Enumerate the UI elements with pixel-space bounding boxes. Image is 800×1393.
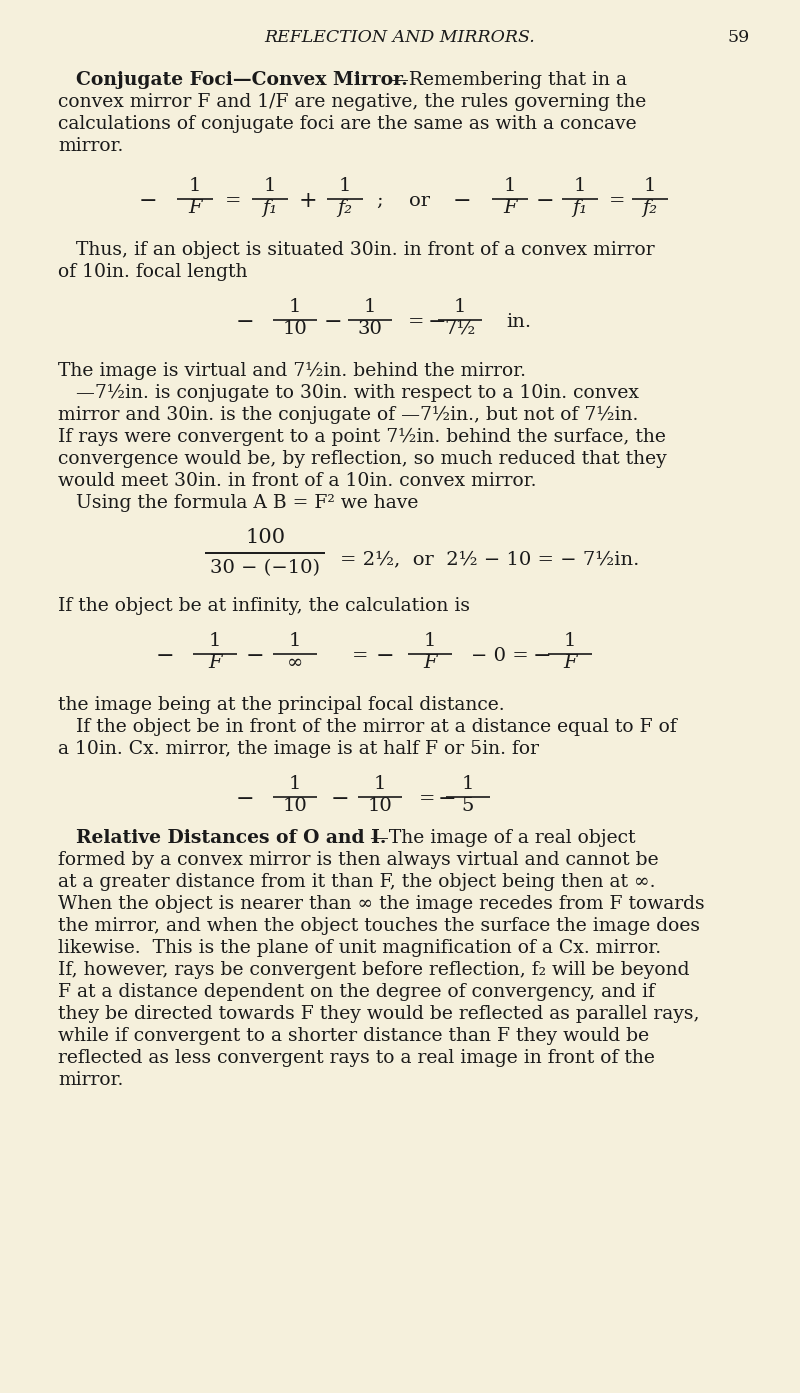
Text: 5: 5 bbox=[462, 797, 474, 815]
Text: +: + bbox=[298, 189, 318, 212]
Text: ;: ; bbox=[377, 192, 383, 210]
Text: If the object be at infinity, the calculation is: If the object be at infinity, the calcul… bbox=[58, 598, 470, 614]
Text: If the object be in front of the mirror at a distance equal to F of: If the object be in front of the mirror … bbox=[76, 717, 677, 736]
Text: would meet 30in. in front of a 10in. convex mirror.: would meet 30in. in front of a 10in. con… bbox=[58, 472, 537, 490]
Text: F at a distance dependent on the degree of convergency, and if: F at a distance dependent on the degree … bbox=[58, 983, 655, 1002]
Text: the mirror, and when the object touches the surface the image does: the mirror, and when the object touches … bbox=[58, 917, 700, 935]
Text: 7½: 7½ bbox=[444, 320, 476, 338]
Text: the image being at the principal focal distance.: the image being at the principal focal d… bbox=[58, 696, 505, 715]
Text: 10: 10 bbox=[282, 797, 307, 815]
Text: REFLECTION AND MIRRORS.: REFLECTION AND MIRRORS. bbox=[265, 29, 535, 46]
Text: 1: 1 bbox=[644, 177, 656, 195]
Text: 1: 1 bbox=[289, 632, 301, 651]
Text: 1: 1 bbox=[289, 298, 301, 316]
Text: −: − bbox=[156, 645, 174, 667]
Text: at a greater distance from it than F, the object being then at ∞.: at a greater distance from it than F, th… bbox=[58, 873, 655, 892]
Text: F: F bbox=[563, 653, 577, 671]
Text: calculations of conjugate foci are the same as with a concave: calculations of conjugate foci are the s… bbox=[58, 116, 637, 132]
Text: 1: 1 bbox=[374, 775, 386, 793]
Text: =: = bbox=[609, 192, 626, 210]
Text: 30 − (−10): 30 − (−10) bbox=[210, 559, 320, 577]
Text: 10: 10 bbox=[368, 797, 392, 815]
Text: If, however, rays be convergent before reflection, f₂ will be beyond: If, however, rays be convergent before r… bbox=[58, 961, 690, 979]
Text: f₁: f₁ bbox=[262, 199, 278, 217]
Text: F: F bbox=[188, 199, 202, 217]
Text: likewise.  This is the plane of unit magnification of a Cx. mirror.: likewise. This is the plane of unit magn… bbox=[58, 939, 661, 957]
Text: a 10in. Cx. mirror, the image is at half F or 5in. for: a 10in. Cx. mirror, the image is at half… bbox=[58, 740, 539, 758]
Text: 1: 1 bbox=[289, 775, 301, 793]
Text: f₁: f₁ bbox=[573, 199, 587, 217]
Text: reflected as less convergent rays to a real image in front of the: reflected as less convergent rays to a r… bbox=[58, 1049, 655, 1067]
Text: = 2½,  or  2½ − 10 = − 7½in.: = 2½, or 2½ − 10 = − 7½in. bbox=[340, 550, 639, 568]
Text: 59: 59 bbox=[728, 29, 750, 46]
Text: —Remembering that in a: —Remembering that in a bbox=[390, 71, 627, 89]
Text: ∞: ∞ bbox=[287, 653, 303, 671]
Text: −: − bbox=[536, 189, 554, 212]
Text: mirror.: mirror. bbox=[58, 1071, 123, 1089]
Text: f₂: f₂ bbox=[642, 199, 658, 217]
Text: 30: 30 bbox=[358, 320, 382, 338]
Text: 1: 1 bbox=[264, 177, 276, 195]
Text: F: F bbox=[423, 653, 437, 671]
Text: 1: 1 bbox=[462, 775, 474, 793]
Text: −: − bbox=[453, 189, 471, 212]
Text: mirror.: mirror. bbox=[58, 137, 123, 155]
Text: −: − bbox=[246, 645, 264, 667]
Text: −: − bbox=[236, 788, 254, 809]
Text: −: − bbox=[138, 189, 158, 212]
Text: 100: 100 bbox=[245, 528, 285, 547]
Text: convex mirror F and 1/F are negative, the rules governing the: convex mirror F and 1/F are negative, th… bbox=[58, 93, 646, 111]
Text: 1: 1 bbox=[424, 632, 436, 651]
Text: F: F bbox=[208, 653, 222, 671]
Text: convergence would be, by reflection, so much reduced that they: convergence would be, by reflection, so … bbox=[58, 450, 666, 468]
Text: 10: 10 bbox=[282, 320, 307, 338]
Text: Thus, if an object is situated 30in. in front of a convex mirror: Thus, if an object is situated 30in. in … bbox=[76, 241, 654, 259]
Text: 1: 1 bbox=[454, 298, 466, 316]
Text: =: = bbox=[418, 790, 435, 808]
Text: 1: 1 bbox=[504, 177, 516, 195]
Text: formed by a convex mirror is then always virtual and cannot be: formed by a convex mirror is then always… bbox=[58, 851, 658, 869]
Text: 1: 1 bbox=[209, 632, 221, 651]
Text: mirror and 30in. is the conjugate of —7½in., but not of 7½in.: mirror and 30in. is the conjugate of —7½… bbox=[58, 405, 638, 423]
Text: 1: 1 bbox=[339, 177, 351, 195]
Text: −: − bbox=[533, 645, 551, 667]
Text: of 10in. focal length: of 10in. focal length bbox=[58, 263, 247, 281]
Text: The image is virtual and 7½in. behind the mirror.: The image is virtual and 7½in. behind th… bbox=[58, 362, 526, 380]
Text: 1: 1 bbox=[564, 632, 576, 651]
Text: =: = bbox=[408, 313, 424, 332]
Text: 1: 1 bbox=[574, 177, 586, 195]
Text: f₂: f₂ bbox=[338, 199, 353, 217]
Text: −: − bbox=[236, 311, 254, 333]
Text: —7½in. is conjugate to 30in. with respect to a 10in. convex: —7½in. is conjugate to 30in. with respec… bbox=[76, 384, 639, 403]
Text: −: − bbox=[330, 788, 350, 809]
Text: in.: in. bbox=[506, 313, 531, 332]
Text: F: F bbox=[503, 199, 517, 217]
Text: −: − bbox=[376, 645, 394, 667]
Text: Using the formula A B = F² we have: Using the formula A B = F² we have bbox=[76, 495, 418, 513]
Text: −: − bbox=[324, 311, 342, 333]
Text: − 0 =: − 0 = bbox=[471, 646, 529, 664]
Text: 1: 1 bbox=[364, 298, 376, 316]
Text: =: = bbox=[352, 646, 368, 664]
Text: or: or bbox=[410, 192, 430, 210]
Text: =: = bbox=[225, 192, 242, 210]
Text: —The image of a real object: —The image of a real object bbox=[370, 829, 635, 847]
Text: If rays were convergent to a point 7½in. behind the surface, the: If rays were convergent to a point 7½in.… bbox=[58, 428, 666, 446]
Text: −: − bbox=[428, 311, 446, 333]
Text: 1: 1 bbox=[189, 177, 201, 195]
Text: Conjugate Foci—Convex Mirror.: Conjugate Foci—Convex Mirror. bbox=[76, 71, 408, 89]
Text: −: − bbox=[438, 788, 456, 809]
Text: they be directed towards F they would be reflected as parallel rays,: they be directed towards F they would be… bbox=[58, 1004, 699, 1022]
Text: Relative Distances of O and I.: Relative Distances of O and I. bbox=[76, 829, 386, 847]
Text: while if convergent to a shorter distance than F they would be: while if convergent to a shorter distanc… bbox=[58, 1027, 649, 1045]
Text: When the object is nearer than ∞ the image recedes from F towards: When the object is nearer than ∞ the ima… bbox=[58, 894, 705, 912]
